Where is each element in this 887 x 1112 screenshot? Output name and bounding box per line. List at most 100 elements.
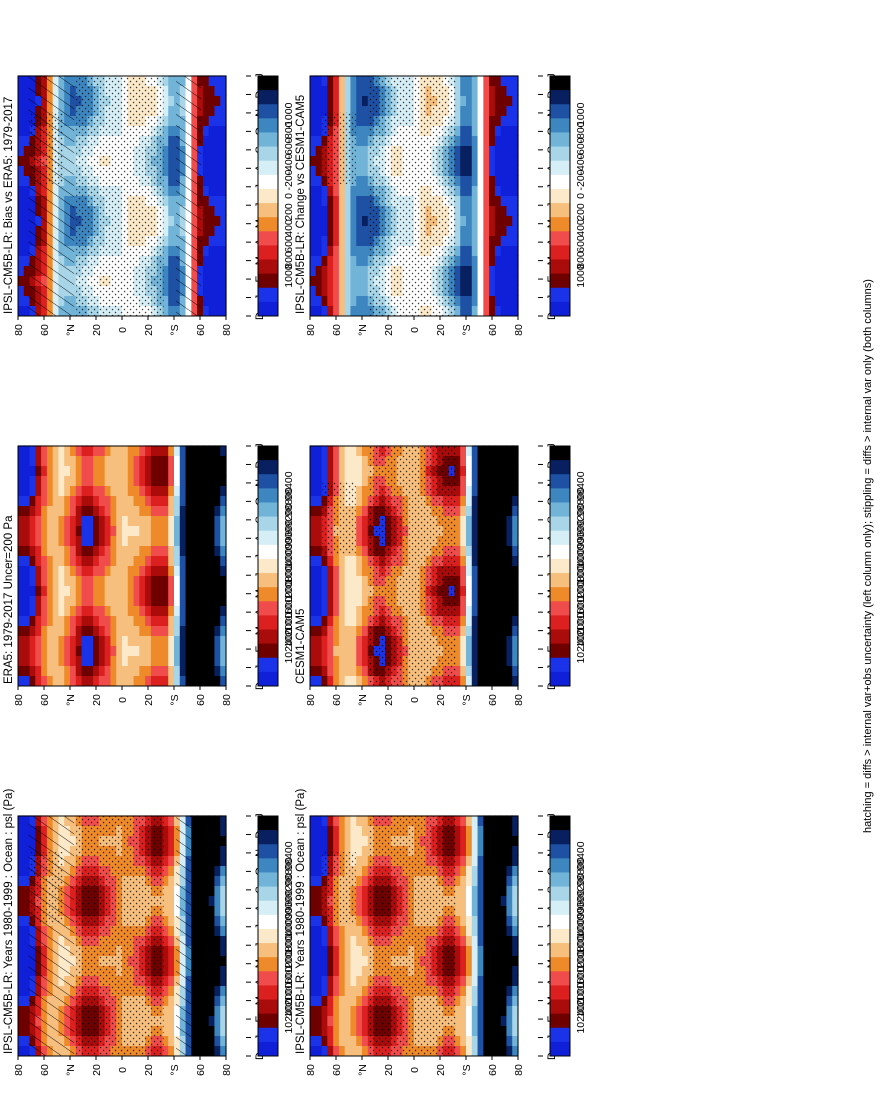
heatmap-cell <box>471 255 479 266</box>
heatmap-cell <box>471 655 479 666</box>
heatmap-cell <box>162 1045 169 1056</box>
heatmap-cell <box>18 305 25 316</box>
heatmap-cell <box>506 285 513 296</box>
heatmap-cell <box>494 235 502 246</box>
heatmap-cell <box>356 225 363 236</box>
heatmap-cell <box>315 565 323 576</box>
heatmap-cell <box>191 675 198 686</box>
heatmap-cell <box>483 505 490 516</box>
heatmap-cell <box>477 225 484 236</box>
heatmap-cell <box>70 635 77 646</box>
heatmap-cell <box>162 275 169 286</box>
heatmap-cell <box>466 455 473 466</box>
lat-tick-label: 60 <box>39 324 51 336</box>
heatmap-cell <box>321 215 328 226</box>
heatmap-cell <box>356 965 363 976</box>
heatmap-cell <box>506 245 513 256</box>
heatmap-cell <box>483 535 490 546</box>
heatmap-cell <box>494 215 502 226</box>
heatmap-cell <box>179 575 187 586</box>
heatmap-cell <box>139 575 146 586</box>
heatmap-cell <box>460 905 467 916</box>
heatmap-cell <box>58 625 65 636</box>
heatmap-cell <box>477 985 484 996</box>
heatmap-cell <box>506 535 513 546</box>
heatmap-cell <box>310 1005 317 1016</box>
heatmap-cell <box>127 665 135 676</box>
heatmap-cell <box>483 545 490 556</box>
heatmap-cell <box>327 995 334 1006</box>
heatmap-cell <box>52 465 60 476</box>
heatmap-cell <box>454 885 461 896</box>
heatmap-cell <box>208 835 216 846</box>
heatmap-cell <box>460 205 467 216</box>
heatmap-cell <box>220 525 227 536</box>
heatmap-cell <box>483 645 490 656</box>
heatmap-cell <box>58 545 65 556</box>
heatmap-cell <box>116 445 123 456</box>
heatmap-cell <box>58 635 65 646</box>
heatmap-cell <box>214 1035 221 1046</box>
heatmap-cell <box>179 665 187 676</box>
heatmap-cell <box>81 565 88 576</box>
heatmap-cell <box>150 635 158 646</box>
heatmap-cell <box>338 655 346 666</box>
heatmap-cell <box>489 895 496 906</box>
heatmap-cell <box>18 195 25 206</box>
heatmap-cell <box>333 825 340 836</box>
heatmap-cell <box>46 445 54 456</box>
heatmap-cell <box>191 505 198 516</box>
heatmap-cell <box>214 845 221 856</box>
heatmap-cell <box>64 495 71 506</box>
heatmap-cell <box>489 535 496 546</box>
heatmap-cell <box>466 225 473 236</box>
heatmap-cell <box>350 555 357 566</box>
heatmap-cell <box>466 955 473 966</box>
heatmap-cell <box>191 665 198 676</box>
heatmap-cell <box>460 555 467 566</box>
heatmap-cell <box>197 585 204 596</box>
heatmap-cell <box>362 535 369 546</box>
heatmap-cell <box>93 565 100 576</box>
stippling-overlay <box>368 446 456 686</box>
heatmap-cell <box>506 525 513 536</box>
heatmap-cell <box>333 635 340 646</box>
heatmap-cell <box>356 495 363 506</box>
heatmap-cell <box>466 935 473 946</box>
heatmap-cell <box>321 825 328 836</box>
heatmap-cell <box>35 525 42 536</box>
heatmap-cell <box>466 925 473 936</box>
heatmap-cell <box>327 975 334 986</box>
heatmap-cell <box>489 295 496 306</box>
heatmap-cell <box>310 955 317 966</box>
heatmap-cell <box>333 965 340 976</box>
heatmap-cell <box>315 525 323 536</box>
heatmap-cell <box>321 645 328 656</box>
lat-tick-label: 60 <box>331 694 343 706</box>
heatmap-cell <box>321 1015 328 1026</box>
heatmap-cell <box>145 615 152 626</box>
heatmap-cell <box>315 665 323 676</box>
heatmap-cell <box>356 985 363 996</box>
heatmap-cell <box>310 985 317 996</box>
heatmap-cell <box>23 535 31 546</box>
stippling-overlay <box>322 852 356 924</box>
heatmap-cell <box>489 625 496 636</box>
heatmap-cell <box>197 535 204 546</box>
heatmap-cell <box>362 245 369 256</box>
heatmap-cell <box>214 85 221 96</box>
heatmap-cell <box>362 1015 369 1026</box>
heatmap-cell <box>327 465 334 476</box>
heatmap-cell <box>483 615 490 626</box>
heatmap-cell <box>454 825 461 836</box>
heatmap-cell <box>338 305 346 316</box>
heatmap-cell <box>174 545 181 556</box>
heatmap-cell <box>98 505 106 516</box>
heatmap-cell <box>133 455 140 466</box>
heatmap-cell <box>214 295 221 306</box>
heatmap-cell <box>512 945 519 956</box>
heatmap-cell <box>139 645 146 656</box>
heatmap-cell <box>466 875 473 886</box>
heatmap-cell <box>162 545 169 556</box>
heatmap-cell <box>191 535 198 546</box>
